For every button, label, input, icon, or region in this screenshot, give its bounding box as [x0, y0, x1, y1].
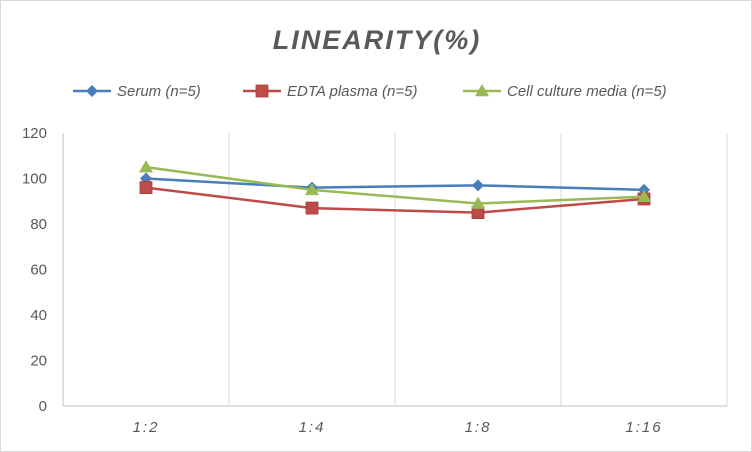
y-tick-label: 20 [30, 353, 47, 370]
legend-label: Serum (n=5) [117, 83, 201, 100]
x-axis-ticks: 1:2 1:4 1:8 1:16 [133, 419, 662, 436]
legend-item: Cell culture media (n=5) [463, 83, 667, 100]
x-tick-label: 1:16 [625, 419, 662, 436]
y-tick-label: 0 [39, 398, 47, 415]
axes [62, 133, 727, 407]
series-2 [139, 181, 651, 220]
grid [228, 133, 728, 406]
data-point-triangle [637, 189, 651, 202]
series-group [139, 160, 651, 220]
series-3 [139, 160, 651, 209]
data-point-triangle [471, 196, 485, 209]
y-tick-label: 80 [30, 216, 47, 233]
series-line [145, 186, 645, 214]
x-tick-label: 1:2 [133, 419, 160, 436]
data-point-diamond [472, 179, 484, 192]
legend-label: EDTA plasma (n=5) [287, 83, 417, 100]
y-tick-label: 60 [30, 262, 47, 279]
legend-marker [86, 85, 98, 97]
data-point-triangle [139, 160, 153, 173]
series-line [145, 165, 645, 205]
legend-item: EDTA plasma (n=5) [243, 83, 417, 100]
y-axis-ticks: 0 20 40 60 80 100 120 [22, 125, 47, 415]
y-tick-label: 100 [22, 171, 47, 188]
legend-marker [475, 84, 489, 97]
legend-label: Cell culture media (n=5) [507, 83, 667, 100]
data-point-square [305, 201, 319, 215]
x-tick-label: 1:4 [299, 419, 326, 436]
legend-item: Serum (n=5) [73, 83, 201, 100]
data-point-triangle [305, 182, 319, 196]
series-line [145, 177, 645, 192]
y-tick-label: 120 [22, 125, 47, 142]
chart-title: LINEARITY(%) [273, 25, 482, 55]
data-point-square [139, 181, 153, 195]
legend: Serum (n=5) EDTA plasma (n=5) Cell culture… [73, 83, 667, 100]
x-tick-label: 1:8 [465, 419, 492, 436]
y-tick-label: 40 [30, 307, 47, 324]
legend-marker [255, 84, 269, 98]
